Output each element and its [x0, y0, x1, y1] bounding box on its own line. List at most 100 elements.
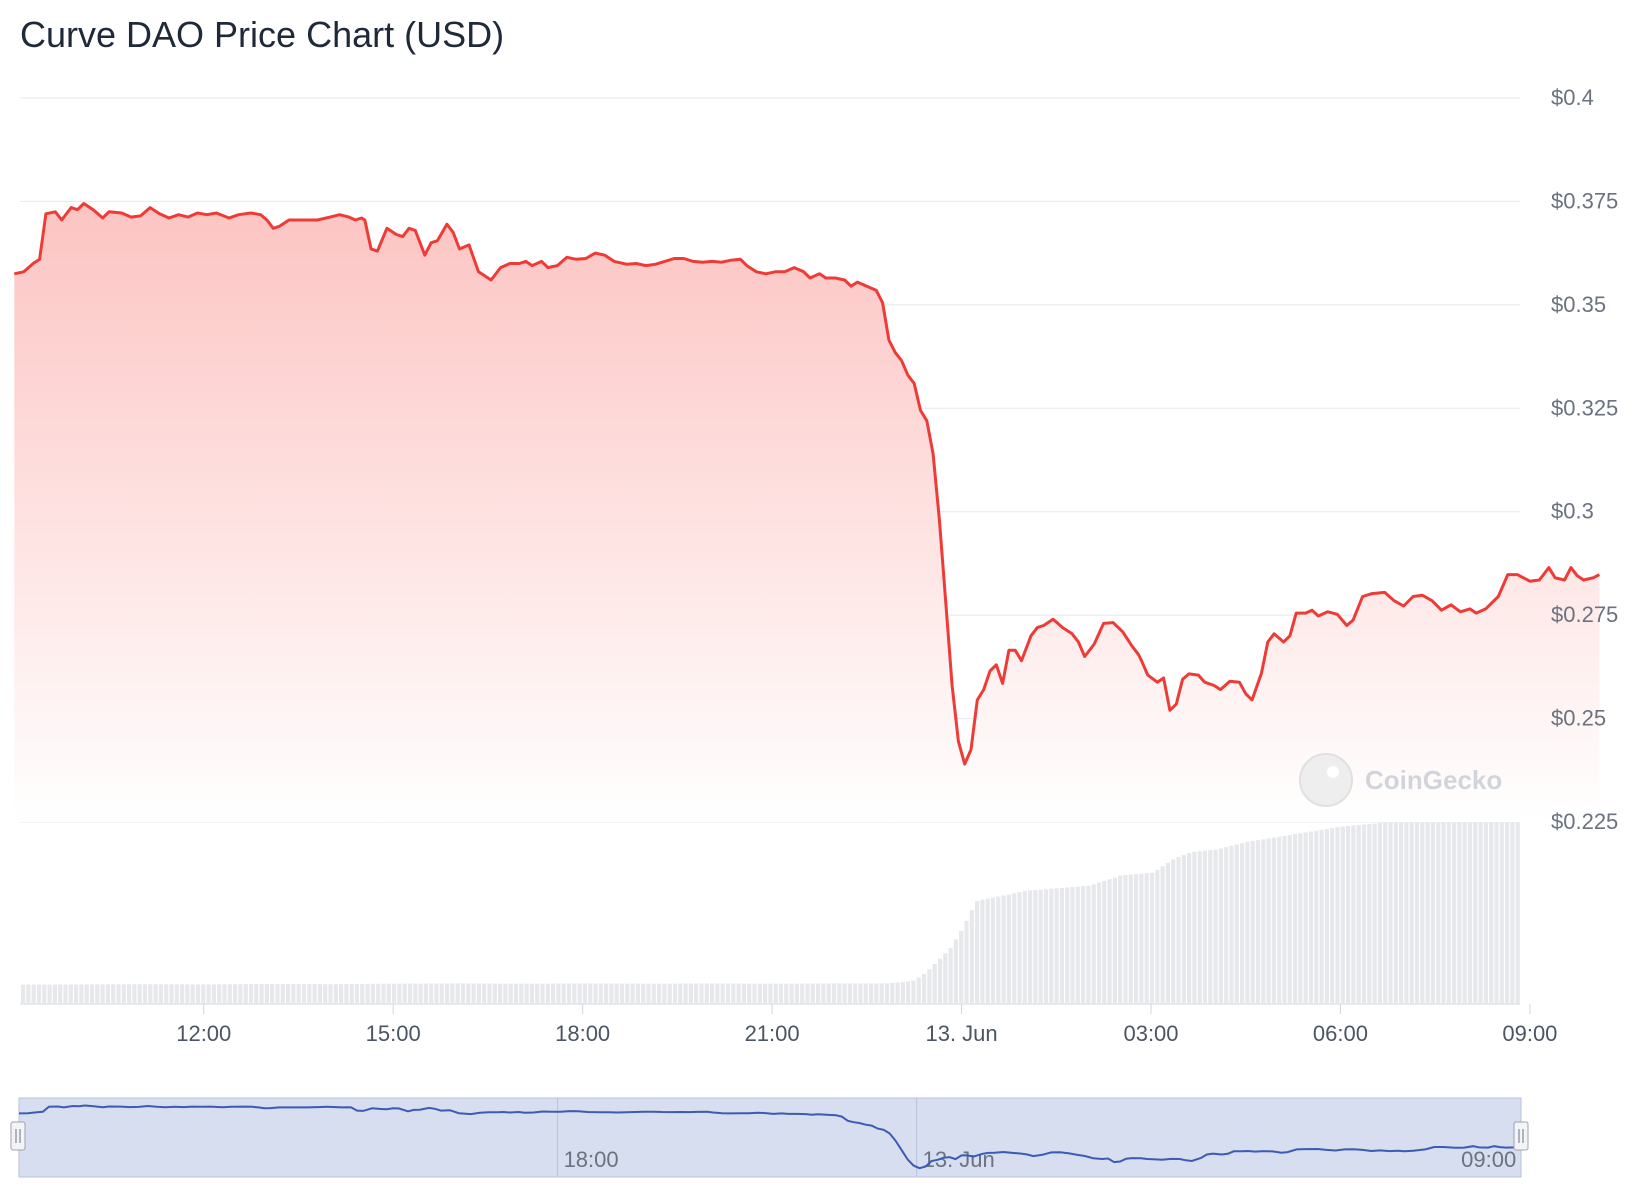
- volume-bar: [1462, 813, 1467, 1004]
- volume-bar: [651, 983, 656, 1004]
- volume-bar: [370, 983, 375, 1004]
- volume-bar: [1499, 811, 1504, 1004]
- volume-bar: [900, 981, 905, 1004]
- volume-bar: [344, 984, 349, 1004]
- volume-bar: [688, 983, 693, 1004]
- volume-bar: [784, 983, 789, 1004]
- volume-bar: [105, 984, 110, 1004]
- volume-bar: [1155, 869, 1160, 1004]
- volume-bar: [736, 983, 741, 1004]
- volume-bar: [1192, 851, 1197, 1004]
- volume-bar: [1234, 844, 1239, 1004]
- volume-bar: [826, 983, 831, 1004]
- volume-bar: [1160, 866, 1165, 1004]
- volume-bar: [535, 983, 540, 1004]
- volume-bar: [1510, 811, 1515, 1004]
- y-tick-label: $0.25: [1551, 706, 1606, 731]
- volume-bar: [710, 983, 715, 1004]
- volume-bar: [1308, 831, 1314, 1004]
- volume-bar: [604, 983, 609, 1004]
- volume-bar: [1006, 894, 1011, 1004]
- volume-bar: [275, 984, 280, 1004]
- volume-bar: [386, 983, 391, 1004]
- volume-bar: [1314, 830, 1319, 1004]
- volume-bar: [948, 947, 953, 1004]
- volume-bar: [1261, 839, 1266, 1004]
- volume-bar: [142, 984, 148, 1004]
- navigator-handle-right[interactable]: [1513, 1121, 1529, 1151]
- volume-bar: [402, 983, 407, 1004]
- volume-bar: [842, 983, 847, 1004]
- volume-bar: [445, 983, 450, 1004]
- volume-bar: [895, 982, 900, 1004]
- volume-bar: [810, 983, 815, 1004]
- volume-bar: [100, 984, 105, 1004]
- x-tick-label: 06:00: [1313, 1021, 1368, 1046]
- volume-bar: [720, 983, 725, 1004]
- volume-bar: [222, 984, 227, 1004]
- volume-bar: [874, 983, 879, 1004]
- volume-bar: [439, 983, 444, 1004]
- volume-bar: [1070, 887, 1075, 1004]
- volume-bar: [508, 983, 513, 1004]
- volume-bar: [1473, 813, 1478, 1004]
- volume-bar: [863, 983, 868, 1004]
- volume-bar: [773, 983, 778, 1004]
- volume-bar: [1134, 874, 1139, 1004]
- volume-bar: [577, 983, 582, 1004]
- volume-bar: [1054, 888, 1059, 1004]
- volume-bar: [1340, 826, 1345, 1004]
- volume-bar: [572, 983, 577, 1004]
- volume-bar: [286, 984, 291, 1004]
- navigator-handle-left[interactable]: [10, 1121, 26, 1151]
- volume-bar: [1489, 811, 1494, 1004]
- volume-bar: [1181, 855, 1186, 1004]
- volume-bar: [672, 983, 678, 1004]
- volume-bar: [800, 983, 805, 1004]
- volume-bar: [1441, 815, 1446, 1004]
- volume-bar: [609, 983, 614, 1004]
- volume-bar: [259, 984, 264, 1004]
- volume-bar: [619, 983, 625, 1004]
- volume-bar: [635, 983, 640, 1004]
- navigator-window[interactable]: [18, 1097, 1522, 1178]
- volume-bar: [1293, 834, 1298, 1004]
- x-tick-label: 03:00: [1123, 1021, 1178, 1046]
- volume-bar: [1075, 886, 1080, 1004]
- volume-bar: [975, 900, 980, 1004]
- volume-bar: [317, 984, 322, 1004]
- volume-bar: [238, 984, 243, 1004]
- volume-bar: [556, 983, 561, 1004]
- volume-bar: [301, 984, 307, 1004]
- volume-bar: [853, 983, 858, 1004]
- volume-bar: [1351, 825, 1356, 1004]
- navigator-tick-label: 09:00: [1461, 1147, 1516, 1172]
- volume-bar: [593, 983, 598, 1004]
- volume-bar: [1171, 859, 1176, 1004]
- volume-bar: [127, 984, 132, 1004]
- volume-bar: [1033, 890, 1038, 1004]
- volume-bar: [1324, 828, 1329, 1004]
- volume-bar: [1346, 825, 1351, 1004]
- volume-bar: [646, 983, 651, 1004]
- volume-bar: [423, 983, 428, 1004]
- volume-bar: [111, 984, 116, 1004]
- volume-bar: [1505, 811, 1510, 1004]
- volume-bar: [291, 984, 296, 1004]
- volume-bar: [1059, 887, 1064, 1004]
- volume-bar: [927, 969, 932, 1004]
- price-line: [13, 202, 1601, 766]
- y-tick-label: $0.35: [1551, 292, 1606, 317]
- volume-bar: [837, 983, 842, 1004]
- volume-bar: [1213, 849, 1218, 1004]
- navigator[interactable]: 18:00 13. Jun 09:00: [10, 1097, 1529, 1178]
- volume-bar: [1467, 813, 1473, 1004]
- volume-bar: [662, 983, 667, 1004]
- volume-bar: [964, 921, 969, 1004]
- volume-bar: [68, 984, 73, 1004]
- volume-bar: [789, 983, 794, 1004]
- volume-bar: [121, 984, 126, 1004]
- volume-bar: [270, 983, 275, 1004]
